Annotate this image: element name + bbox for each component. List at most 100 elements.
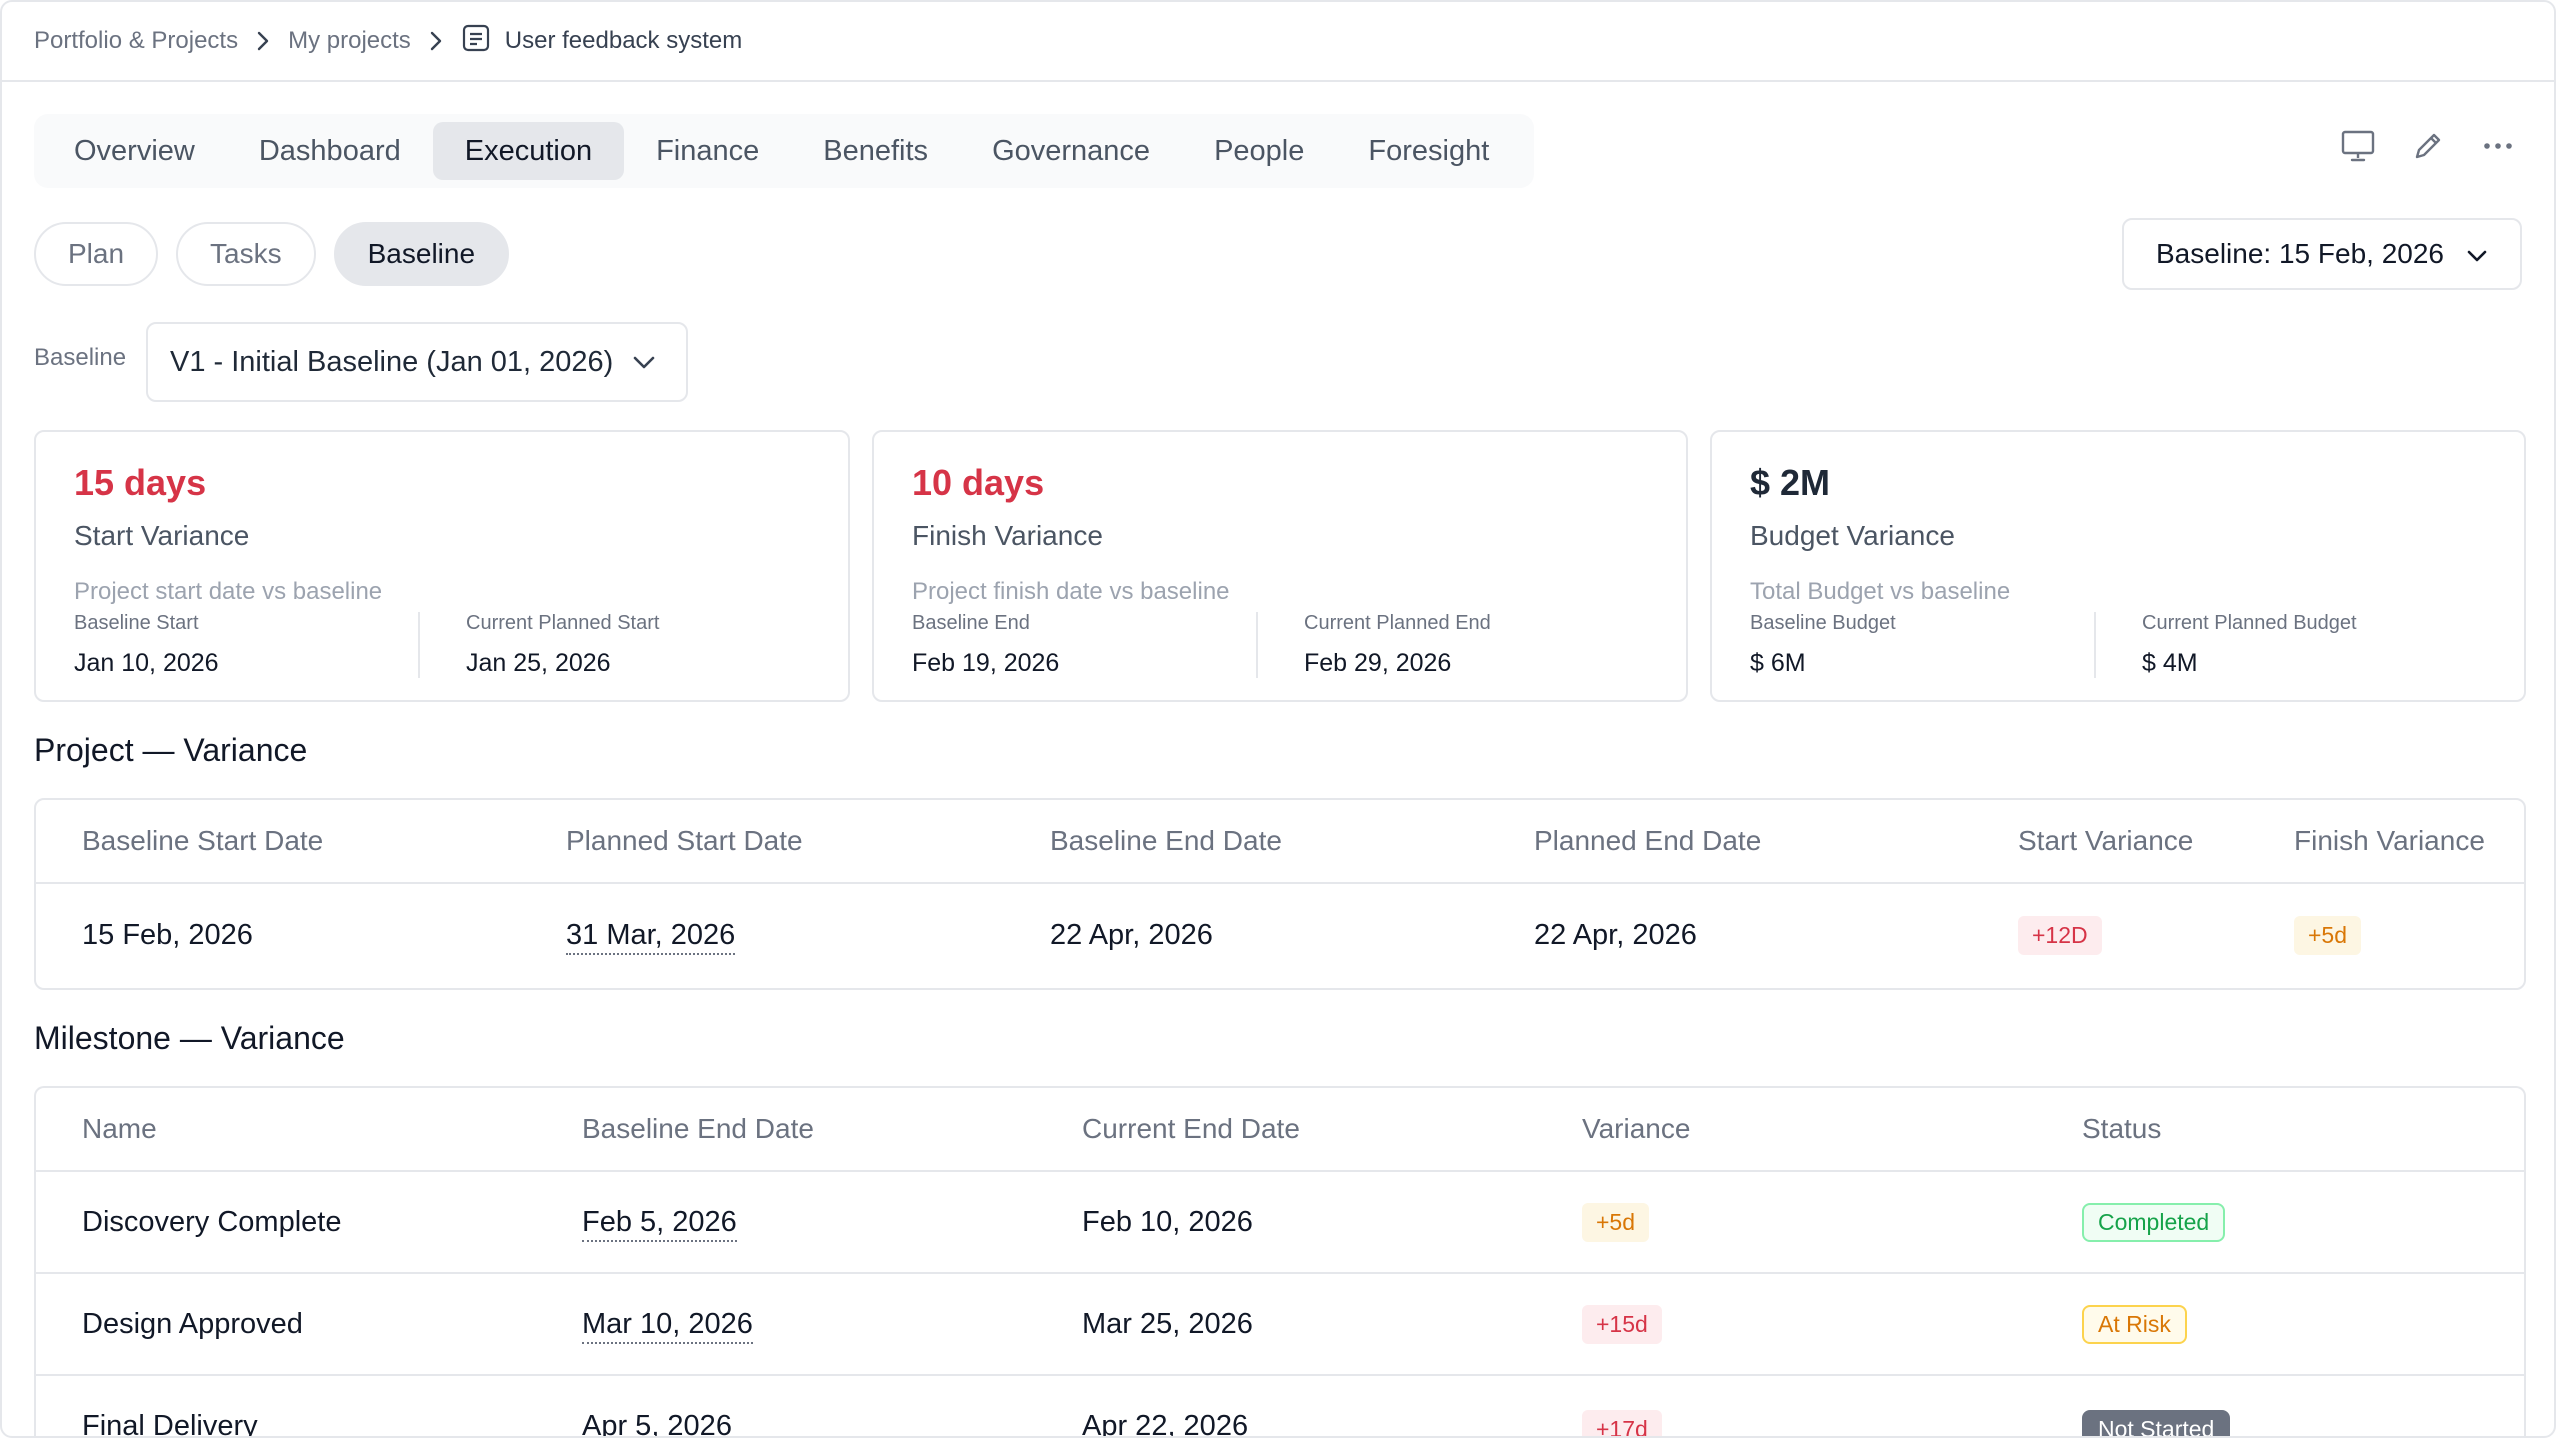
table-row: Final Delivery Apr 5, 2026 Apr 22, 2026 … [36, 1376, 2524, 1438]
card-details: Baseline Start Jan 10, 2026 Current Plan… [74, 612, 810, 678]
table-header: Name Baseline End Date Current End Date … [36, 1088, 2524, 1172]
start-variance-card: 15 days Start Variance Project start dat… [34, 430, 850, 702]
breadcrumb-portfolio[interactable]: Portfolio & Projects [34, 27, 239, 54]
col-header: Status [2082, 1113, 2162, 1144]
col-header: Baseline Start Date [82, 825, 324, 856]
card-description: Total Budget vs baseline [1750, 578, 2011, 605]
variance-cards: 15 days Start Variance Project start dat… [34, 430, 2526, 702]
more-icon[interactable] [2478, 126, 2518, 166]
col-header: Planned Start Date [566, 825, 803, 856]
cell-baseline-end[interactable]: Mar 10, 2026 [536, 1307, 1036, 1344]
chevron-right-icon [256, 30, 270, 52]
card-details: Baseline End Feb 19, 2026 Current Planne… [912, 612, 1648, 678]
status-badge: At Risk [2082, 1304, 2187, 1344]
subtab-baseline[interactable]: Baseline [333, 222, 510, 286]
project-variance-title: Project — Variance [34, 732, 308, 768]
baseline-version-select[interactable]: V1 - Initial Baseline (Jan 01, 2026) [146, 322, 688, 402]
breadcrumb-current-label: User feedback system [504, 27, 743, 54]
breadcrumb-current: User feedback system [461, 23, 742, 60]
card-left-label: Baseline End [912, 612, 1030, 634]
milestone-variance-table: Name Baseline End Date Current End Date … [34, 1086, 2526, 1438]
tab-execution[interactable]: Execution [432, 122, 625, 180]
card-left-label: Baseline Budget [1750, 612, 1896, 634]
card-right-col: Current Planned End Feb 29, 2026 [1256, 612, 1648, 678]
tab-finance[interactable]: Finance [656, 134, 760, 167]
cell-variance: +5d [1536, 1202, 2036, 1242]
card-value: 15 days [74, 462, 207, 503]
pencil-icon[interactable] [2408, 126, 2448, 166]
card-value: 10 days [912, 462, 1045, 503]
tab-people[interactable]: People [1214, 134, 1305, 167]
cell-baseline-end[interactable]: Apr 5, 2026 [536, 1410, 1036, 1436]
col-header: Variance [1582, 1113, 1691, 1144]
presentation-icon[interactable] [2338, 126, 2378, 166]
baseline-date-select-label: Baseline: 15 Feb, 2026 [2156, 238, 2444, 269]
col-header: Baseline End Date [582, 1113, 814, 1144]
cell-baseline-start: 15 Feb, 2026 [82, 918, 253, 951]
subtab-tasks[interactable]: Tasks [176, 222, 316, 286]
card-right-col: Current Planned Start Jan 25, 2026 [418, 612, 810, 678]
status-badge: Completed [2082, 1202, 2226, 1242]
subtab-plan[interactable]: Plan [34, 222, 159, 286]
variance-badge: +5d [1582, 1202, 1650, 1242]
finish-variance-card: 10 days Finish Variance Project finish d… [872, 430, 1688, 702]
budget-variance-card: $ 2M Budget Variance Total Budget vs bas… [1710, 430, 2526, 702]
card-title: Finish Variance [912, 520, 1103, 551]
card-right-value: $ 4M [2142, 649, 2198, 677]
card-left-value: Feb 19, 2026 [912, 649, 1060, 677]
breadcrumb-my-projects[interactable]: My projects [288, 27, 411, 54]
table-row: 15 Feb, 2026 31 Mar, 2026 22 Apr, 2026 2… [36, 884, 2524, 986]
col-header: Finish Variance [2294, 825, 2485, 856]
table-row: Design Approved Mar 10, 2026 Mar 25, 202… [36, 1274, 2524, 1376]
card-title: Budget Variance [1750, 520, 1955, 551]
cell-planned-start[interactable]: 31 Mar, 2026 [520, 918, 1004, 955]
cell-name: Final Delivery [82, 1410, 258, 1438]
tab-overview[interactable]: Overview [74, 134, 195, 167]
card-right-col: Current Planned Budget $ 4M [2094, 612, 2486, 678]
chevron-right-icon [429, 30, 443, 52]
tab-governance[interactable]: Governance [992, 134, 1151, 167]
cell-current-end: Apr 22, 2026 [1082, 1410, 1249, 1438]
cell-current-end: Mar 25, 2026 [1082, 1307, 1253, 1340]
col-header: Current End Date [1082, 1113, 1300, 1144]
tab-dashboard[interactable]: Dashboard [258, 134, 401, 167]
col-header: Planned End Date [1534, 825, 1762, 856]
divider [2, 80, 2554, 82]
baseline-date-select[interactable]: Baseline: 15 Feb, 2026 [2122, 218, 2522, 290]
variance-badge: +5d [2294, 915, 2362, 955]
variance-badge: +15d [1582, 1304, 1662, 1344]
card-title: Start Variance [74, 520, 250, 551]
baseline-end-link[interactable]: Mar 10, 2026 [582, 1307, 753, 1344]
card-value: $ 2M [1750, 462, 1831, 503]
baseline-label: Baseline [34, 344, 127, 371]
tab-benefits[interactable]: Benefits [823, 134, 929, 167]
card-left-value: Jan 10, 2026 [74, 649, 219, 677]
baseline-end-link[interactable]: Apr 5, 2026 [582, 1410, 732, 1436]
card-left-col: Baseline Start Jan 10, 2026 [74, 612, 418, 678]
card-left-col: Baseline End Feb 19, 2026 [912, 612, 1256, 678]
cell-name: Design Approved [82, 1307, 303, 1340]
cell-status: At Risk [2036, 1304, 2524, 1344]
baseline-version-value: V1 - Initial Baseline (Jan 01, 2026) [170, 345, 614, 378]
card-right-value: Feb 29, 2026 [1304, 649, 1452, 677]
cell-planned-end: 22 Apr, 2026 [1534, 918, 1697, 951]
variance-badge: +12D [2018, 915, 2102, 955]
chevron-down-icon [632, 346, 656, 379]
cell-variance: +15d [1536, 1304, 2036, 1344]
cell-status: Completed [2036, 1202, 2524, 1242]
breadcrumb: Portfolio & Projects My projects User fe… [34, 2, 742, 80]
card-details: Baseline Budget $ 6M Current Planned Bud… [1750, 612, 2486, 678]
main-tabs: Overview Dashboard Execution Finance Ben… [34, 114, 1534, 188]
card-right-label: Current Planned Budget [2142, 612, 2357, 634]
tab-foresight[interactable]: Foresight [1368, 134, 1490, 167]
baseline-end-link[interactable]: Feb 5, 2026 [582, 1205, 737, 1242]
cell-baseline-end[interactable]: Feb 5, 2026 [536, 1205, 1036, 1242]
cell-start-variance: +12D [1972, 915, 2248, 955]
table-row: Discovery Complete Feb 5, 2026 Feb 10, 2… [36, 1172, 2524, 1274]
planned-start-link[interactable]: 31 Mar, 2026 [566, 918, 736, 955]
cell-variance: +17d [1536, 1410, 2036, 1436]
card-description: Project finish date vs baseline [912, 578, 1230, 605]
card-left-col: Baseline Budget $ 6M [1750, 612, 2094, 678]
card-left-value: $ 6M [1750, 649, 1806, 677]
